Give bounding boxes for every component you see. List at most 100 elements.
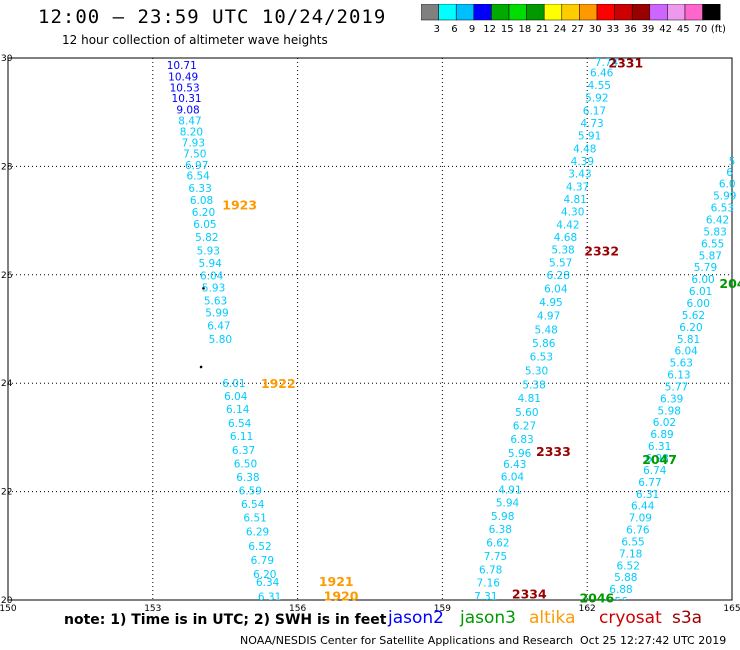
wave-height-value: 6.20 [679,322,702,334]
wave-height-value: 6.04 [224,391,248,403]
color-scale-label: 33 [606,24,619,34]
wave-height-value: 6.55 [621,536,644,548]
mission-label: jason2 [388,608,444,628]
wave-height-value: 6.51 [243,513,266,525]
wave-height-value: 5 [729,156,736,168]
wave-height-value: 6.38 [236,472,259,484]
wave-height-value: 10.71 [167,60,197,72]
wave-height-value: 6.53 [530,352,553,364]
wave-height-value: 6.20 [253,569,276,581]
wave-height-value: 6.37 [232,445,255,457]
color-scale-label: 36 [624,24,637,34]
wave-height-value: 6.31 [258,592,281,604]
color-scale-label: 45 [677,24,690,34]
wave-height-value: 6.01 [689,286,712,298]
x-tick-label: 150 [0,604,17,614]
wave-height-value: 5.99 [713,191,736,203]
wave-height-value: 6.13 [667,370,690,382]
wave-height-value: 6.08 [190,195,213,207]
wave-height-value: 4.81 [518,393,541,405]
track-label: 2332 [584,243,619,258]
wave-height-value: 7.74 [595,57,619,69]
color-scale-legend: 3 6 9 12 15 18 21 24 27 30 33 36 39 42 45 70 (ft) [421,4,726,34]
wave-height-value: 6.31 [648,441,671,453]
wave-height-value: 6.20 [192,207,215,219]
track-label: 2333 [536,444,571,459]
wave-height-value: 6.83 [510,434,533,446]
wave-height-value: 7.09 [629,513,652,525]
wave-height-value: 6.79 [251,555,274,567]
wave-height-value: 4.73 [580,118,603,130]
wave-height-value: 5.38 [551,244,574,256]
wave-height-value: 4.42 [556,219,579,231]
color-scale-label: 3 [434,24,440,34]
wave-height-value: 7.16 [477,578,501,590]
wave-height-value: 6.27 [513,420,536,432]
wave-height-value: 4.68 [554,232,577,244]
wave-height-value: 6.77 [638,477,661,489]
wave-height-value: 5.86 [532,338,556,350]
wave-height-value: 5.99 [205,308,228,320]
wave-height-value: 6.98 [645,453,668,465]
wave-height-value: 6.00 [691,274,714,286]
wave-height-value: 5.98 [491,511,514,523]
track-label: 2046 [579,590,614,605]
wave-height-value: 3.43 [568,168,591,180]
wave-height-value: 5.63 [204,295,227,307]
track-label: 2043 [719,276,740,291]
track-label: 2047 [642,452,677,467]
wave-height-value: 6.04 [200,270,224,282]
y-tick-label: 24 [1,379,13,389]
wave-height-value: 5.83 [703,226,726,238]
color-scale-label: 24 [554,24,567,34]
island-dot [202,287,205,290]
wave-height-value: 4.39 [571,156,594,168]
mission-label: altika [529,608,576,628]
wave-height-value: 6.54 [241,499,265,511]
wave-height-value: 6.04 [501,471,525,483]
wave-height-value: 6.02 [653,417,676,429]
wave-height-value: 5.63 [670,358,693,370]
wave-height-value: 6.55 [701,238,724,250]
footer-note: note: 1) Time is in UTC; 2) SWH is in fe… [64,612,387,628]
wave-height-value: 5.92 [585,93,608,105]
credit-line: NOAA/NESDIS Center for Satellite Applica… [240,634,574,647]
wave-height-value: 5.57 [549,257,572,269]
wave-height-value: 5.81 [677,334,700,346]
wave-height-value: 5.77 [665,381,688,393]
wave-height-value: 4.48 [573,144,596,156]
wave-height-value: 4.91 [498,484,521,496]
wave-height-value: 6.89 [650,429,673,441]
island-dot [199,365,203,369]
wave-height-value: 10.31 [172,93,202,105]
wave-height-value: 10.49 [168,71,198,83]
track-label: 1922 [261,376,296,391]
wave-height-value: 6.88 [609,584,632,596]
wave-height-value: 7.18 [619,548,642,560]
wave-height-value: 7.93 [182,138,205,150]
wave-height-value: 6.11 [230,431,253,443]
wave-height-value: 6.47 [207,321,230,333]
color-scale-label: 30 [589,24,602,34]
wave-height-value: 5.94 [496,497,520,509]
wave-height-value: 6.04 [674,346,698,358]
color-scale-label: 18 [518,24,531,34]
track-label: 2334 [512,586,547,601]
wave-height-value: 5.60 [515,407,538,419]
wave-height-value: 5.48 [534,325,557,337]
wave-height-value: 5.62 [682,310,705,322]
wave-height-value: 7.50 [183,148,206,160]
x-tick-label: 162 [579,604,596,614]
wave-height-value: 6.0 [719,179,736,191]
wave-height-value: 5.30 [525,366,548,378]
wave-height-value: 7.75 [484,551,507,563]
wave-height-value: 6.31 [636,489,659,501]
wave-height-value: 6.05 [193,219,216,231]
wave-height-value: 6.00 [687,298,710,310]
plot-frame [7,57,733,601]
mission-label: s3a [672,608,703,628]
wave-height-value: 5.38 [522,379,545,391]
wave-height-value: 5.79 [694,262,717,274]
chart-title: 12:00 — 23:59 UTC 10/24/2019 [38,6,387,28]
